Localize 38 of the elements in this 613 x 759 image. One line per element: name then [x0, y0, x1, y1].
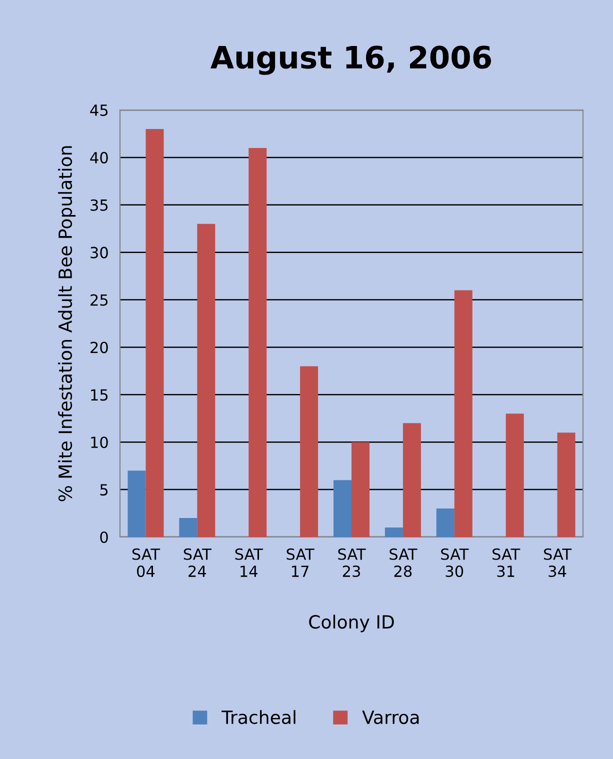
- chart-title: August 16, 2006: [210, 46, 491, 75]
- y-tick-label: 35: [90, 199, 108, 211]
- x-tick-label: SAT 30: [441, 548, 469, 578]
- x-tick-label: SAT 17: [286, 548, 314, 577]
- bar: [300, 366, 318, 537]
- bar: [402, 423, 421, 537]
- bar: [506, 414, 524, 537]
- y-tick-label: 5: [100, 484, 108, 496]
- bar: [197, 224, 216, 537]
- bar: [333, 480, 352, 537]
- x-tick-label: SAT 28: [390, 548, 418, 578]
- y-tick-label: 30: [90, 246, 108, 258]
- x-tick-label: SAT 24: [184, 548, 212, 577]
- bar: [384, 528, 403, 537]
- x-axis-title: Colony ID: [309, 614, 394, 632]
- y-tick-label: 0: [100, 531, 108, 544]
- bar: [248, 148, 267, 537]
- legend-label: Varroa: [362, 710, 419, 724]
- bar: [436, 508, 454, 537]
- bar: [454, 290, 472, 537]
- bar: [352, 442, 370, 537]
- y-tick-label: 25: [90, 294, 108, 306]
- bar: [179, 518, 198, 537]
- x-tick-label: SAT 23: [338, 548, 366, 578]
- bar: [557, 432, 576, 537]
- legend-label: Tracheal: [222, 710, 296, 724]
- y-tick-label: 10: [91, 436, 108, 448]
- x-tick-label: SAT 31: [492, 548, 520, 578]
- bar: [128, 470, 146, 537]
- y-tick-label: 15: [91, 389, 108, 401]
- x-tick-label: SAT 04: [132, 548, 160, 578]
- x-tick-label: SAT 14: [235, 548, 263, 577]
- y-tick-label: 20: [90, 342, 108, 354]
- x-tick-label: SAT 34: [544, 548, 572, 578]
- y-axis-title: % Mite Infestation Adult Bee Population: [58, 146, 76, 502]
- y-tick-label: 45: [90, 104, 108, 116]
- y-tick-label: 40: [90, 152, 108, 164]
- bar: [146, 128, 164, 537]
